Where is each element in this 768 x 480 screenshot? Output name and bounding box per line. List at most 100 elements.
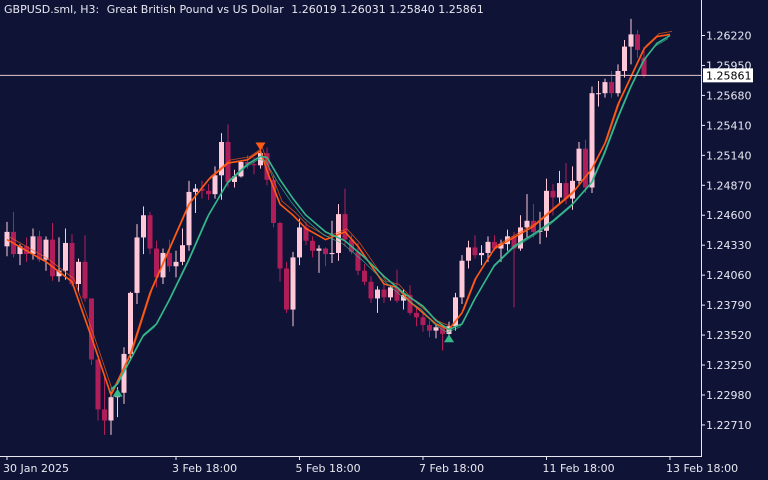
price-tick-label: 1.23790: [706, 299, 752, 312]
bullish-candle: [173, 261, 179, 267]
bearish-candle: [323, 248, 328, 255]
bullish-candle: [589, 93, 595, 188]
bullish-candle: [615, 71, 621, 94]
time-tick-label: 13 Feb 18:00: [666, 462, 738, 475]
bearish-candle: [310, 240, 315, 251]
bullish-candle: [433, 327, 439, 331]
price-tick-label: 1.24330: [706, 239, 752, 252]
bearish-candle: [511, 236, 517, 249]
bullish-candle: [336, 214, 341, 253]
current-price-tag-background: [703, 68, 753, 83]
time-tick-label: 7 Feb 18:00: [419, 462, 484, 475]
price-tick-label: 1.23520: [706, 329, 752, 342]
bullish-candle: [602, 82, 608, 94]
bullish-candle: [212, 175, 218, 195]
chart-header: GBPUSD.sml, H3: Great British Pound vs U…: [4, 3, 488, 16]
bullish-candle: [524, 220, 530, 228]
bullish-candle: [401, 295, 406, 301]
bullish-candle: [232, 176, 237, 182]
ohlc-values: 1.26019 1.26031 1.25840 1.25861: [291, 3, 484, 16]
price-tick-label: 1.24600: [706, 209, 752, 222]
bullish-candle: [30, 236, 36, 255]
bearish-candle: [82, 261, 88, 299]
bullish-candle: [219, 142, 224, 176]
price-tick-label: 1.22980: [706, 389, 752, 402]
symbol-timeframe: GBPUSD.sml, H3:: [4, 3, 100, 16]
bullish-candle: [128, 292, 133, 354]
bullish-candle: [56, 270, 62, 277]
bullish-candle: [622, 46, 627, 72]
bullish-candle: [108, 397, 114, 421]
bearish-candle: [199, 188, 205, 191]
time-tick-label: 3 Feb 18:00: [172, 462, 237, 475]
bullish-candle: [479, 252, 484, 256]
bearish-candle: [167, 252, 172, 267]
bullish-candle: [63, 242, 68, 271]
price-tick-label: 1.22710: [706, 419, 752, 432]
ma-lines-layer: [6, 31, 673, 396]
current-price-label: 1.25861: [706, 69, 752, 82]
bullish-candle: [329, 252, 335, 255]
time-tick-label: 5 Feb 18:00: [296, 462, 361, 475]
price-tick-label: 1.25410: [706, 119, 752, 132]
instrument-description: Great British Pound vs US Dollar: [106, 3, 284, 16]
price-tick-label: 1.25680: [706, 89, 752, 102]
bearish-candle: [95, 359, 101, 410]
bullish-candle: [193, 188, 198, 192]
bullish-candle: [628, 34, 634, 47]
bearish-candle: [284, 268, 289, 310]
bearish-candle: [303, 227, 309, 241]
bearish-candle: [440, 327, 445, 334]
bearish-candle: [609, 82, 614, 94]
bullish-candle: [43, 239, 49, 260]
bearish-candle: [550, 190, 556, 198]
time-tick-label: 11 Feb 18:00: [543, 462, 615, 475]
price-axis[interactable]: 1.262201.259501.256801.254101.251401.248…: [701, 30, 752, 432]
bullish-candle: [557, 183, 562, 198]
bullish-candle: [544, 190, 549, 231]
bearish-candle: [69, 242, 75, 285]
bullish-candle: [258, 153, 263, 166]
bearish-candle: [427, 325, 432, 331]
bearish-candle: [420, 317, 426, 326]
buy-signal-arrow: [112, 388, 123, 397]
bullish-candle: [134, 237, 140, 293]
slow-ma-line-secondary: [108, 38, 669, 393]
bearish-candle: [641, 57, 647, 76]
price-tick-label: 1.26220: [706, 30, 752, 43]
bullish-candle: [498, 244, 504, 249]
bearish-candle: [37, 236, 42, 260]
bearish-candle: [147, 215, 153, 249]
bullish-candle: [76, 261, 81, 285]
bearish-candle: [102, 409, 107, 421]
bearish-candle: [381, 289, 387, 298]
bearish-candle: [245, 161, 250, 165]
bearish-candle: [563, 183, 569, 199]
bearish-candle: [407, 295, 413, 313]
time-axis[interactable]: 30 Jan 2025 3 Feb 18:00 5 Feb 18:00 7 Feb 1…: [3, 456, 738, 475]
bullish-candle: [518, 227, 523, 249]
bearish-candle: [264, 153, 270, 180]
bearish-candle: [206, 190, 211, 195]
current-price-tag: 1.25861: [703, 68, 753, 83]
bullish-candle: [570, 180, 575, 199]
bullish-candle: [466, 247, 471, 261]
sell-signal-arrow: [255, 142, 266, 151]
bullish-candle: [186, 191, 192, 246]
bearish-candle: [50, 239, 55, 277]
bullish-candle: [459, 260, 465, 298]
bullish-candle: [576, 148, 582, 181]
bullish-candle: [453, 297, 458, 327]
bullish-candle: [388, 287, 393, 298]
bullish-candle: [596, 93, 601, 95]
bearish-candle: [583, 148, 588, 188]
price-tick-label: 1.24060: [706, 269, 752, 282]
bearish-candle: [414, 312, 419, 318]
bullish-candle: [290, 257, 296, 310]
bearish-candle: [635, 34, 640, 50]
buy-signal-arrow: [444, 334, 454, 343]
price-tick-label: 1.25140: [706, 149, 752, 162]
